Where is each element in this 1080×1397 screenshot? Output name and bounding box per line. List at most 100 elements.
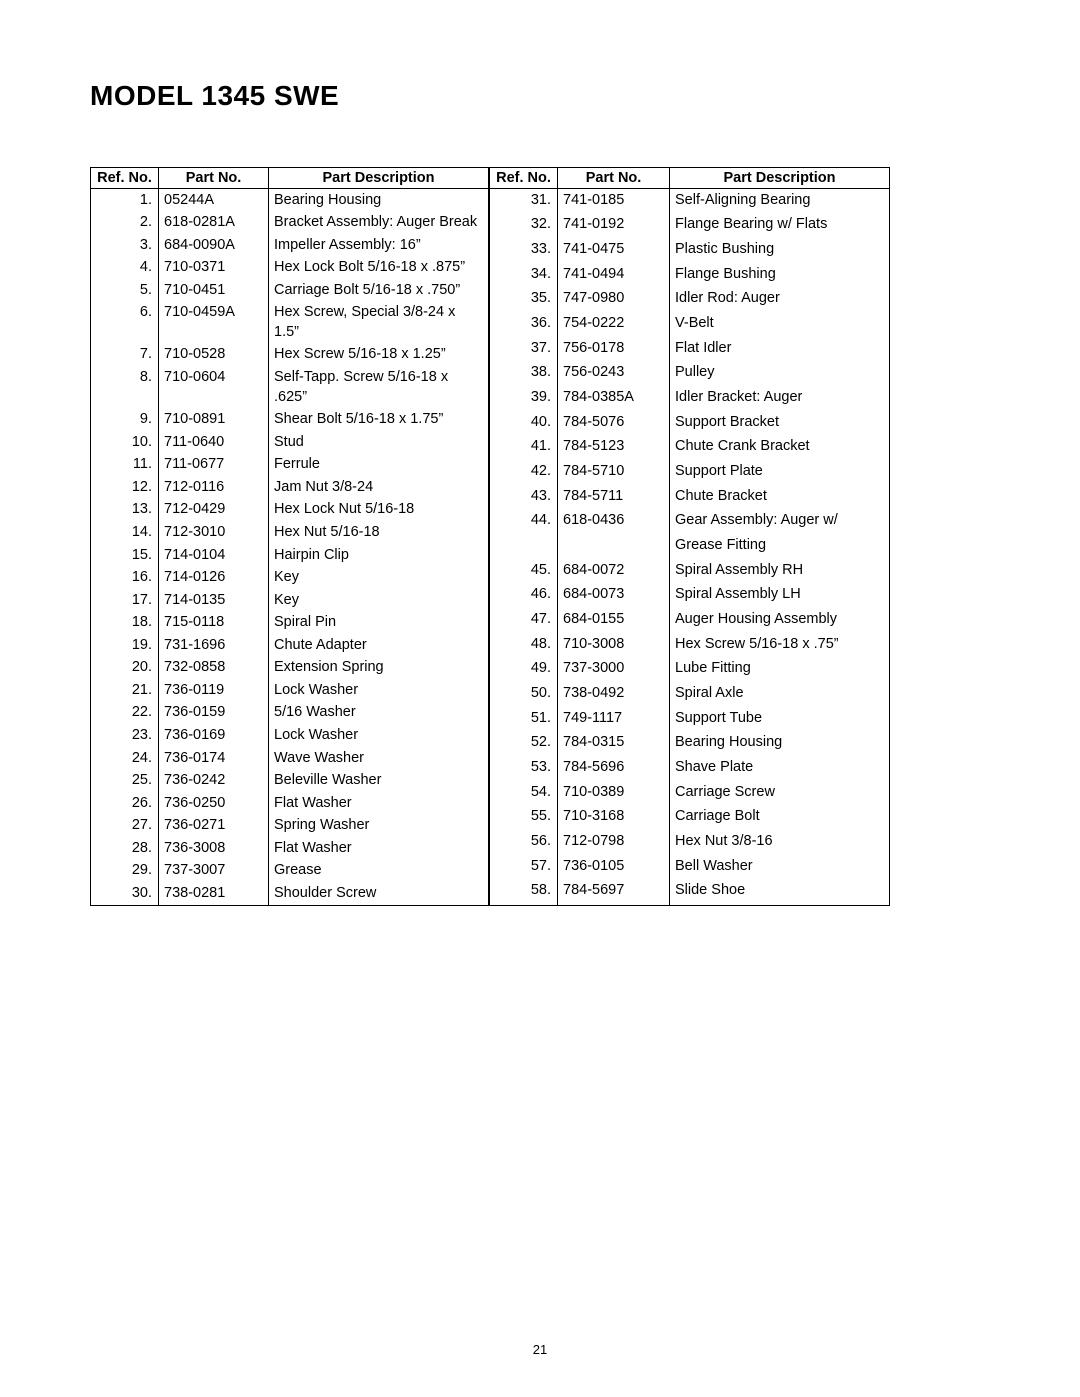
table-row: 31.741-0185Self-Aligning Bearing — [490, 189, 890, 214]
cell-ref-no: 46. — [490, 584, 558, 609]
cell-ref-no: 23. — [91, 725, 159, 748]
cell-part-no — [558, 534, 670, 559]
cell-part-description: Carriage Bolt 5/16-18 x .750” — [269, 279, 489, 302]
cell-part-description: Bearing Housing — [269, 189, 489, 212]
cell-part-description: Chute Adapter — [269, 634, 489, 657]
header-part-no: Part No. — [558, 168, 670, 189]
cell-part-description: Lube Fitting — [670, 658, 890, 683]
cell-part-description: Support Plate — [670, 460, 890, 485]
cell-ref-no: 56. — [490, 831, 558, 856]
cell-part-no: 784-5696 — [558, 757, 670, 782]
cell-ref-no: 20. — [91, 657, 159, 680]
cell-part-description: Support Tube — [670, 707, 890, 732]
cell-ref-no: 17. — [91, 589, 159, 612]
cell-part-description: Chute Crank Bracket — [670, 436, 890, 461]
table-row: 42.784-5710Support Plate — [490, 460, 890, 485]
cell-ref-no: 18. — [91, 612, 159, 635]
cell-ref-no: 8. — [91, 367, 159, 409]
table-row: 9.710-0891Shear Bolt 5/16-18 x 1.75” — [91, 409, 489, 432]
cell-ref-no: 38. — [490, 362, 558, 387]
header-part-description: Part Description — [670, 168, 890, 189]
cell-part-description: Hex Nut 3/8-16 — [670, 831, 890, 856]
cell-part-no: 741-0185 — [558, 189, 670, 214]
parts-table-right: Ref. No. Part No. Part Description 31.74… — [489, 167, 890, 906]
table-row: 3.684-0090AImpeller Assembly: 16” — [91, 234, 489, 257]
cell-ref-no: 54. — [490, 781, 558, 806]
cell-part-no: 710-0891 — [159, 409, 269, 432]
cell-part-description: Key — [269, 589, 489, 612]
cell-ref-no: 36. — [490, 312, 558, 337]
cell-part-no: 714-0126 — [159, 567, 269, 590]
table-row: 30.738-0281Shoulder Screw — [91, 882, 489, 905]
cell-part-description: Self-Aligning Bearing — [670, 189, 890, 214]
cell-part-no: 784-0385A — [558, 386, 670, 411]
table-row: 57.736-0105Bell Washer — [490, 855, 890, 880]
cell-ref-no: 43. — [490, 485, 558, 510]
cell-part-no: 784-0315 — [558, 732, 670, 757]
cell-part-no: 710-0389 — [558, 781, 670, 806]
cell-part-no: 754-0222 — [558, 312, 670, 337]
cell-part-description: Wave Washer — [269, 747, 489, 770]
table-row: 43.784-5711Chute Bracket — [490, 485, 890, 510]
cell-part-description: Spiral Axle — [670, 682, 890, 707]
cell-part-description: Spiral Assembly RH — [670, 559, 890, 584]
cell-ref-no: 7. — [91, 344, 159, 367]
table-row: 10.711-0640Stud — [91, 431, 489, 454]
cell-part-description: Spring Washer — [269, 815, 489, 838]
cell-ref-no: 32. — [490, 214, 558, 239]
cell-part-no: 736-0159 — [159, 702, 269, 725]
table-row: 11.711-0677Ferrule — [91, 454, 489, 477]
table-row: 37.756-0178Flat Idler — [490, 337, 890, 362]
cell-part-no: 712-0429 — [159, 499, 269, 522]
header-part-description: Part Description — [269, 168, 489, 189]
cell-part-description: Bracket Assembly: Auger Break — [269, 212, 489, 235]
table-row: 24.736-0174Wave Washer — [91, 747, 489, 770]
table-row: 33.741-0475Plastic Bushing — [490, 238, 890, 263]
cell-part-description: Flat Idler — [670, 337, 890, 362]
table-row: 35.747-0980Idler Rod: Auger — [490, 288, 890, 313]
cell-part-no: 741-0494 — [558, 263, 670, 288]
cell-part-description: Hairpin Clip — [269, 544, 489, 567]
cell-part-description: Shear Bolt 5/16-18 x 1.75” — [269, 409, 489, 432]
table-row: 32.741-0192Flange Bearing w/ Flats — [490, 214, 890, 239]
cell-part-description: Hex Lock Nut 5/16-18 — [269, 499, 489, 522]
cell-part-no: 784-5697 — [558, 880, 670, 906]
cell-ref-no: 37. — [490, 337, 558, 362]
table-row: 20.732-0858Extension Spring — [91, 657, 489, 680]
cell-part-no: 784-5710 — [558, 460, 670, 485]
cell-part-description: Flat Washer — [269, 837, 489, 860]
table-row: 27.736-0271Spring Washer — [91, 815, 489, 838]
cell-part-description: Shoulder Screw — [269, 882, 489, 905]
cell-ref-no: 27. — [91, 815, 159, 838]
cell-ref-no: 19. — [91, 634, 159, 657]
cell-ref-no: 45. — [490, 559, 558, 584]
table-row: 44.618-0436Gear Assembly: Auger w/ — [490, 510, 890, 535]
cell-part-no: 710-0371 — [159, 257, 269, 280]
cell-part-no: 738-0492 — [558, 682, 670, 707]
cell-part-no: 737-3007 — [159, 860, 269, 883]
table-row: 58.784-5697Slide Shoe — [490, 880, 890, 906]
table-row: 5.710-0451Carriage Bolt 5/16-18 x .750” — [91, 279, 489, 302]
cell-part-description: Idler Bracket: Auger — [670, 386, 890, 411]
cell-ref-no: 35. — [490, 288, 558, 313]
cell-part-no: 736-3008 — [159, 837, 269, 860]
table-row: 18.715-0118Spiral Pin — [91, 612, 489, 635]
cell-part-no: 736-0169 — [159, 725, 269, 748]
page-number: 21 — [0, 1342, 1080, 1357]
table-row: 52.784-0315Bearing Housing — [490, 732, 890, 757]
table-row: 36.754-0222V-Belt — [490, 312, 890, 337]
cell-part-description: Pulley — [670, 362, 890, 387]
cell-part-no: 618-0281A — [159, 212, 269, 235]
cell-ref-no: 1. — [91, 189, 159, 212]
header-ref-no: Ref. No. — [91, 168, 159, 189]
cell-ref-no: 44. — [490, 510, 558, 535]
table-row: 8.710-0604Self-Tapp. Screw 5/16-18 x .62… — [91, 367, 489, 409]
cell-ref-no: 41. — [490, 436, 558, 461]
cell-ref-no: 31. — [490, 189, 558, 214]
table-row: 2.618-0281ABracket Assembly: Auger Break — [91, 212, 489, 235]
header-part-no: Part No. — [159, 168, 269, 189]
parts-tables-container: Ref. No. Part No. Part Description 1.052… — [90, 167, 990, 906]
table-row: 7.710-0528Hex Screw 5/16-18 x 1.25” — [91, 344, 489, 367]
cell-ref-no: 51. — [490, 707, 558, 732]
table-row: 47.684-0155Auger Housing Assembly — [490, 608, 890, 633]
